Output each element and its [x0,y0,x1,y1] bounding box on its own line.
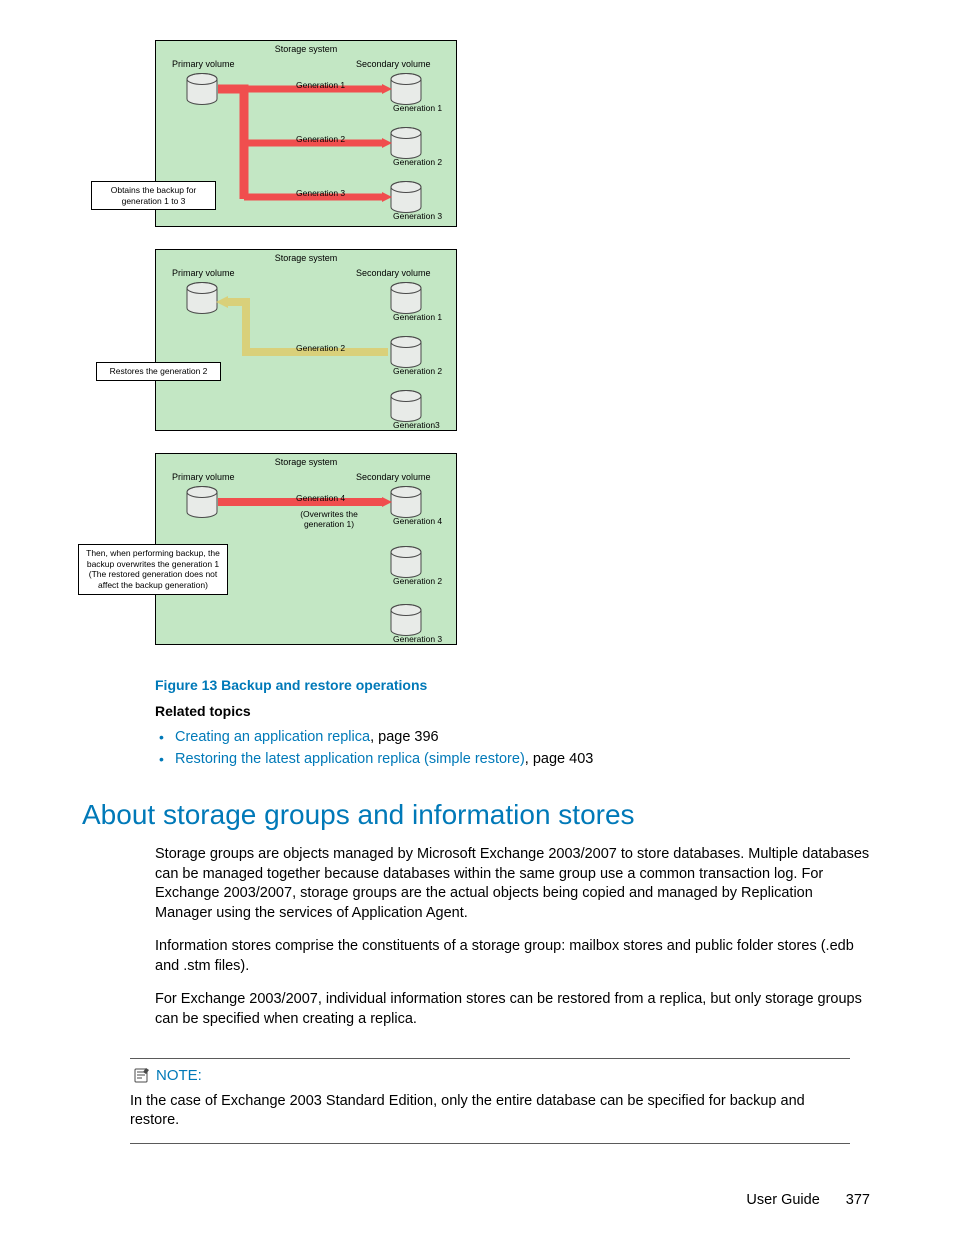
diagram-panel-1: Storage system Primary volume Secondary … [155,40,457,227]
panel3-sec-label-1: Generation 4 [393,516,442,526]
related-topic-item: Restoring the latest application replica… [155,751,870,767]
footer-page-number: 377 [846,1192,870,1208]
panel2-arrow-label: Generation 2 [296,343,345,353]
restore-arrow [156,250,456,430]
page-footer: User Guide 377 [0,1192,870,1208]
panel1-caption: Obtains the backup for generation 1 to 3 [91,181,216,210]
note-body: In the case of Exchange 2003 Standard Ed… [130,1092,850,1131]
topic-link[interactable]: Restoring the latest application replica… [175,751,525,767]
panel1-arrow-label-3: Generation 3 [296,188,345,198]
section-body: Storage groups are objects managed by Mi… [155,845,870,1030]
panel1-sec-label-3: Generation 3 [393,211,442,221]
paragraph: Information stores comprise the constitu… [155,937,870,976]
note-block: NOTE: In the case of Exchange 2003 Stand… [130,1058,850,1144]
diagram-panel-3: Storage system Primary volume Secondary … [155,453,457,645]
panel3-sub-label: (Overwrites the generation 1) [284,509,374,529]
paragraph: For Exchange 2003/2007, individual infor… [155,990,870,1029]
panel3-sec-label-2: Generation 2 [393,576,442,586]
panel2-sec-label-2: Generation 2 [393,366,442,376]
panel1-sec-label-2: Generation 2 [393,157,442,167]
note-icon [134,1067,150,1083]
topic-link[interactable]: Creating an application replica [175,729,370,745]
figure-diagrams: Storage system Primary volume Secondary … [155,40,475,645]
panel1-sec-label-1: Generation 1 [393,103,442,113]
panel3-sec-label-3: Generation 3 [393,634,442,644]
footer-doc-title: User Guide [746,1192,819,1208]
related-topic-item: Creating an application replica, page 39… [155,729,870,745]
panel3-arrow-label: Generation 4 [296,493,345,503]
panel3-caption: Then, when performing backup, the backup… [78,544,228,595]
panel2-sec-label-3: Generation3 [393,420,440,430]
note-heading: NOTE: [156,1067,850,1084]
panel2-caption: Restores the generation 2 [96,362,221,381]
paragraph: Storage groups are objects managed by Mi… [155,845,870,923]
topic-suffix: , page 396 [370,729,439,745]
diagram-panel-2: Storage system Primary volume Secondary … [155,249,457,431]
topic-suffix: , page 403 [525,751,594,767]
panel1-arrow-label-1: Generation 1 [296,80,345,90]
panel1-arrow-label-2: Generation 2 [296,134,345,144]
section-heading: About storage groups and information sto… [82,799,954,831]
related-topics-list: Creating an application replica, page 39… [155,729,870,767]
figure-caption: Figure 13 Backup and restore operations [155,677,870,693]
related-topics-heading: Related topics [155,703,870,719]
panel2-sec-label-1: Generation 1 [393,312,442,322]
note-label: NOTE: [156,1067,202,1084]
